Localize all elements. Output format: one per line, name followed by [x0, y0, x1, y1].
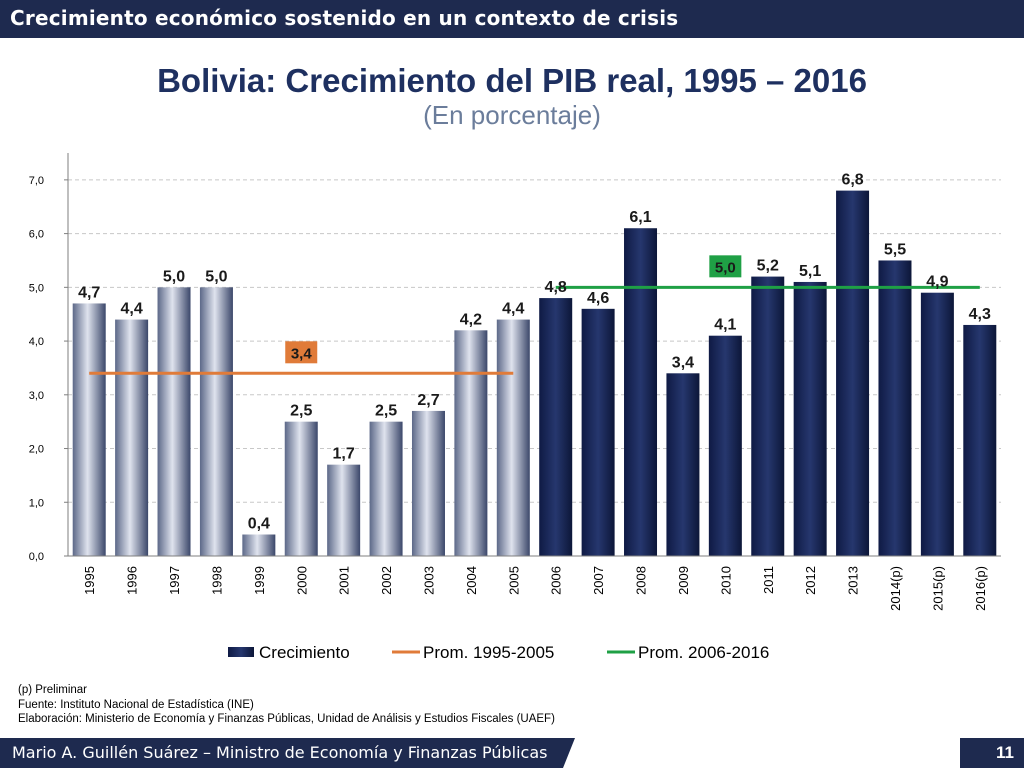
- note-preliminary: (p) Preliminar: [18, 684, 88, 696]
- bar: [708, 335, 742, 556]
- legend-swatch-bar: [228, 647, 254, 657]
- bar-value-label: 5,1: [799, 263, 821, 280]
- chart-title: Bolivia: Crecimiento del PIB real, 1995 …: [157, 62, 867, 99]
- footer-author: Mario A. Guillén Suárez – Ministro de Ec…: [12, 743, 548, 762]
- bar-value-label: 6,1: [629, 209, 651, 226]
- bar-value-label: 4,9: [926, 274, 948, 291]
- bar-value-label: 4,8: [545, 279, 567, 296]
- x-tick-label: 2010: [718, 566, 733, 595]
- bar: [666, 373, 700, 556]
- x-tick-label: 2008: [634, 566, 649, 595]
- avg-2006-2016-label: 5,0: [715, 259, 736, 276]
- x-tick-label: 2001: [337, 566, 352, 595]
- bar: [963, 324, 997, 556]
- bar: [327, 464, 361, 556]
- bar-value-label: 4,3: [969, 306, 991, 323]
- y-tick-label: 3,0: [29, 390, 44, 402]
- bar-value-label: 5,5: [884, 241, 906, 258]
- x-tick-label: 1996: [125, 566, 140, 595]
- bar: [539, 298, 573, 556]
- bar: [242, 534, 276, 556]
- bar: [454, 330, 488, 556]
- bar-value-label: 5,2: [757, 258, 779, 275]
- bar: [751, 276, 785, 556]
- gdp-growth-chart: 3,4 5,0 4,7 4,4 5,0 5,0 0,4 2,5 1,7 2,5 2,7 4,2 4,4…: [29, 153, 1001, 662]
- x-tick-label: 2005: [506, 566, 521, 595]
- y-tick-label: 0,0: [29, 551, 44, 563]
- bar: [157, 287, 191, 556]
- y-tick-label: 7,0: [29, 175, 44, 187]
- bar: [115, 319, 149, 556]
- footer-notch: [563, 738, 575, 768]
- header-title: Crecimiento económico sostenido en un co…: [10, 6, 679, 30]
- bar-value-label: 4,4: [120, 301, 142, 318]
- footer-gap: [575, 738, 960, 768]
- footer-bar: Mario A. Guillén Suárez – Ministro de Ec…: [0, 738, 1024, 768]
- bar-value-label: 6,8: [841, 172, 863, 189]
- bar-value-label: 3,4: [672, 354, 694, 371]
- note-source: Fuente: Instituto Nacional de Estadístic…: [18, 698, 254, 711]
- x-tick-label: 2012: [803, 566, 818, 595]
- bar-value-label: 2,5: [375, 403, 397, 420]
- legend-label: Prom. 2006-2016: [638, 643, 769, 662]
- note-elaboration: Elaboración: Ministerio de Economía y Fi…: [18, 713, 555, 725]
- y-tick-label: 4,0: [29, 336, 44, 348]
- bar: [496, 319, 530, 556]
- bar: [793, 281, 827, 556]
- y-tick-label: 1,0: [29, 497, 44, 509]
- x-tick-label: 2006: [549, 566, 564, 595]
- x-tick-label: 1999: [252, 566, 267, 595]
- x-tick-label: 1998: [209, 566, 224, 595]
- bar-value-label: 2,5: [290, 403, 312, 420]
- x-tick-label: 1997: [167, 566, 182, 595]
- x-tick-label: 2015(p): [930, 566, 945, 611]
- bar: [411, 410, 445, 556]
- x-tick-label: 2004: [464, 566, 479, 595]
- bar: [920, 292, 954, 556]
- legend-label: Crecimiento: [259, 643, 350, 662]
- footnotes: (p) Preliminar Fuente: Instituto Naciona…: [18, 683, 555, 727]
- bar: [878, 260, 912, 556]
- bar-value-label: 5,0: [205, 268, 227, 285]
- bar-value-label: 4,6: [587, 290, 609, 307]
- bar-value-label: 2,7: [417, 392, 439, 409]
- x-tick-label: 2014(p): [888, 566, 903, 611]
- bar: [72, 303, 106, 556]
- bar-value-label: 4,2: [460, 311, 482, 328]
- page-number: 11: [996, 743, 1014, 762]
- avg-2006-2016-label-box: [709, 255, 742, 278]
- y-tick-label: 6,0: [29, 229, 44, 241]
- bar: [284, 421, 318, 556]
- avg-1995-2005-label: 3,4: [291, 345, 313, 362]
- bar: [369, 421, 403, 556]
- x-tick-label: 2007: [591, 566, 606, 595]
- x-tick-label: 2009: [676, 566, 691, 595]
- x-tick-label: 1995: [82, 566, 97, 595]
- x-tick-label: 2003: [421, 566, 436, 595]
- chart-subtitle: (En porcentaje): [423, 100, 601, 130]
- x-tick-label: 2002: [379, 566, 394, 595]
- bar-value-label: 4,1: [714, 317, 736, 334]
- bar: [624, 228, 658, 556]
- y-tick-label: 2,0: [29, 444, 44, 456]
- bar: [581, 308, 615, 556]
- bar-value-label: 0,4: [248, 516, 270, 533]
- bar: [199, 287, 233, 556]
- legend-label: Prom. 1995-2005: [423, 643, 554, 662]
- x-tick-label: 2013: [846, 566, 861, 595]
- x-tick-label: 2011: [761, 566, 776, 594]
- x-tick-label: 2000: [294, 566, 309, 595]
- bar-value-label: 4,4: [502, 301, 524, 318]
- bar-value-label: 1,7: [333, 446, 355, 463]
- avg-1995-2005-label-box: [285, 341, 318, 364]
- x-tick-label: 2016(p): [973, 566, 988, 611]
- bar: [836, 190, 870, 556]
- header-bar: Crecimiento económico sostenido en un co…: [0, 0, 1024, 38]
- y-tick-label: 5,0: [29, 282, 44, 294]
- bar-value-label: 5,0: [163, 268, 185, 285]
- bar-value-label: 4,7: [78, 284, 100, 301]
